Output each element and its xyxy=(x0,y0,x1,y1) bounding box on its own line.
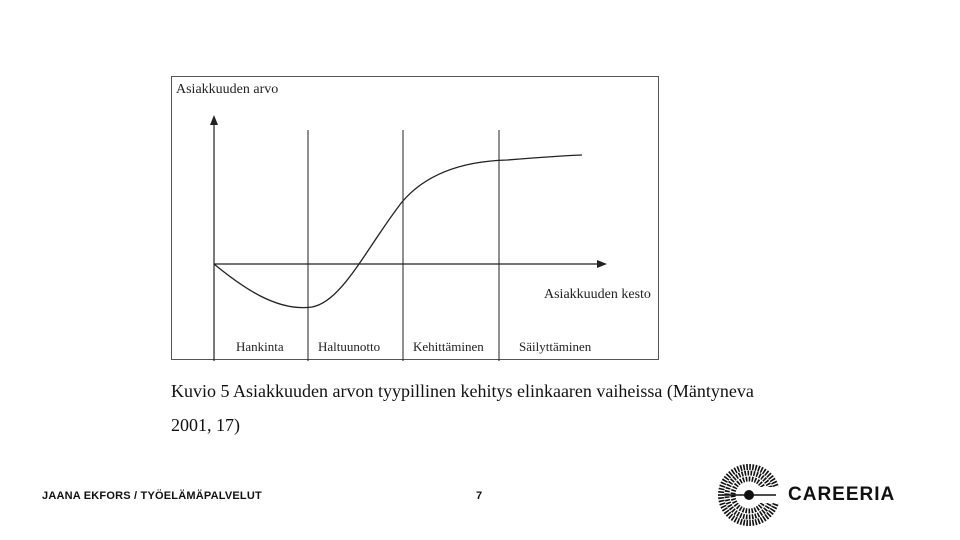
footer-author: JAANA EKFORS / TYÖELÄMÄPALVELUT xyxy=(42,490,262,502)
x-axis-arrow-icon xyxy=(597,260,607,268)
figure-caption: Kuvio 5 Asiakkuuden arvon tyypillinen ke… xyxy=(171,374,771,442)
phase-label-kehittaminen: Kehittäminen xyxy=(413,339,484,354)
customer-value-figure: Asiakkuuden arvo Asiakkuuden kesto Hanki… xyxy=(171,76,659,361)
y-axis-arrow-icon xyxy=(210,115,218,125)
phase-label-haltuunotto: Haltuunotto xyxy=(318,339,380,354)
page-number: 7 xyxy=(476,490,483,502)
phase-label-sailyttaminen: Säilyttäminen xyxy=(519,339,592,354)
y-axis-label: Asiakkuuden arvo xyxy=(176,82,278,97)
caption-line-2: 2001, 17) xyxy=(171,415,240,435)
careeria-logo-icon xyxy=(718,464,781,526)
logo-text: CAREERIA xyxy=(788,484,896,505)
x-axis-label: Asiakkuuden kesto xyxy=(544,287,651,302)
phase-label-hankinta: Hankinta xyxy=(236,339,284,354)
customer-value-curve xyxy=(213,154,583,309)
figure-diagram: Asiakkuuden arvo Asiakkuuden kesto Hanki… xyxy=(176,82,651,361)
caption-line-1: Kuvio 5 Asiakkuuden arvon tyypillinen ke… xyxy=(171,381,754,401)
